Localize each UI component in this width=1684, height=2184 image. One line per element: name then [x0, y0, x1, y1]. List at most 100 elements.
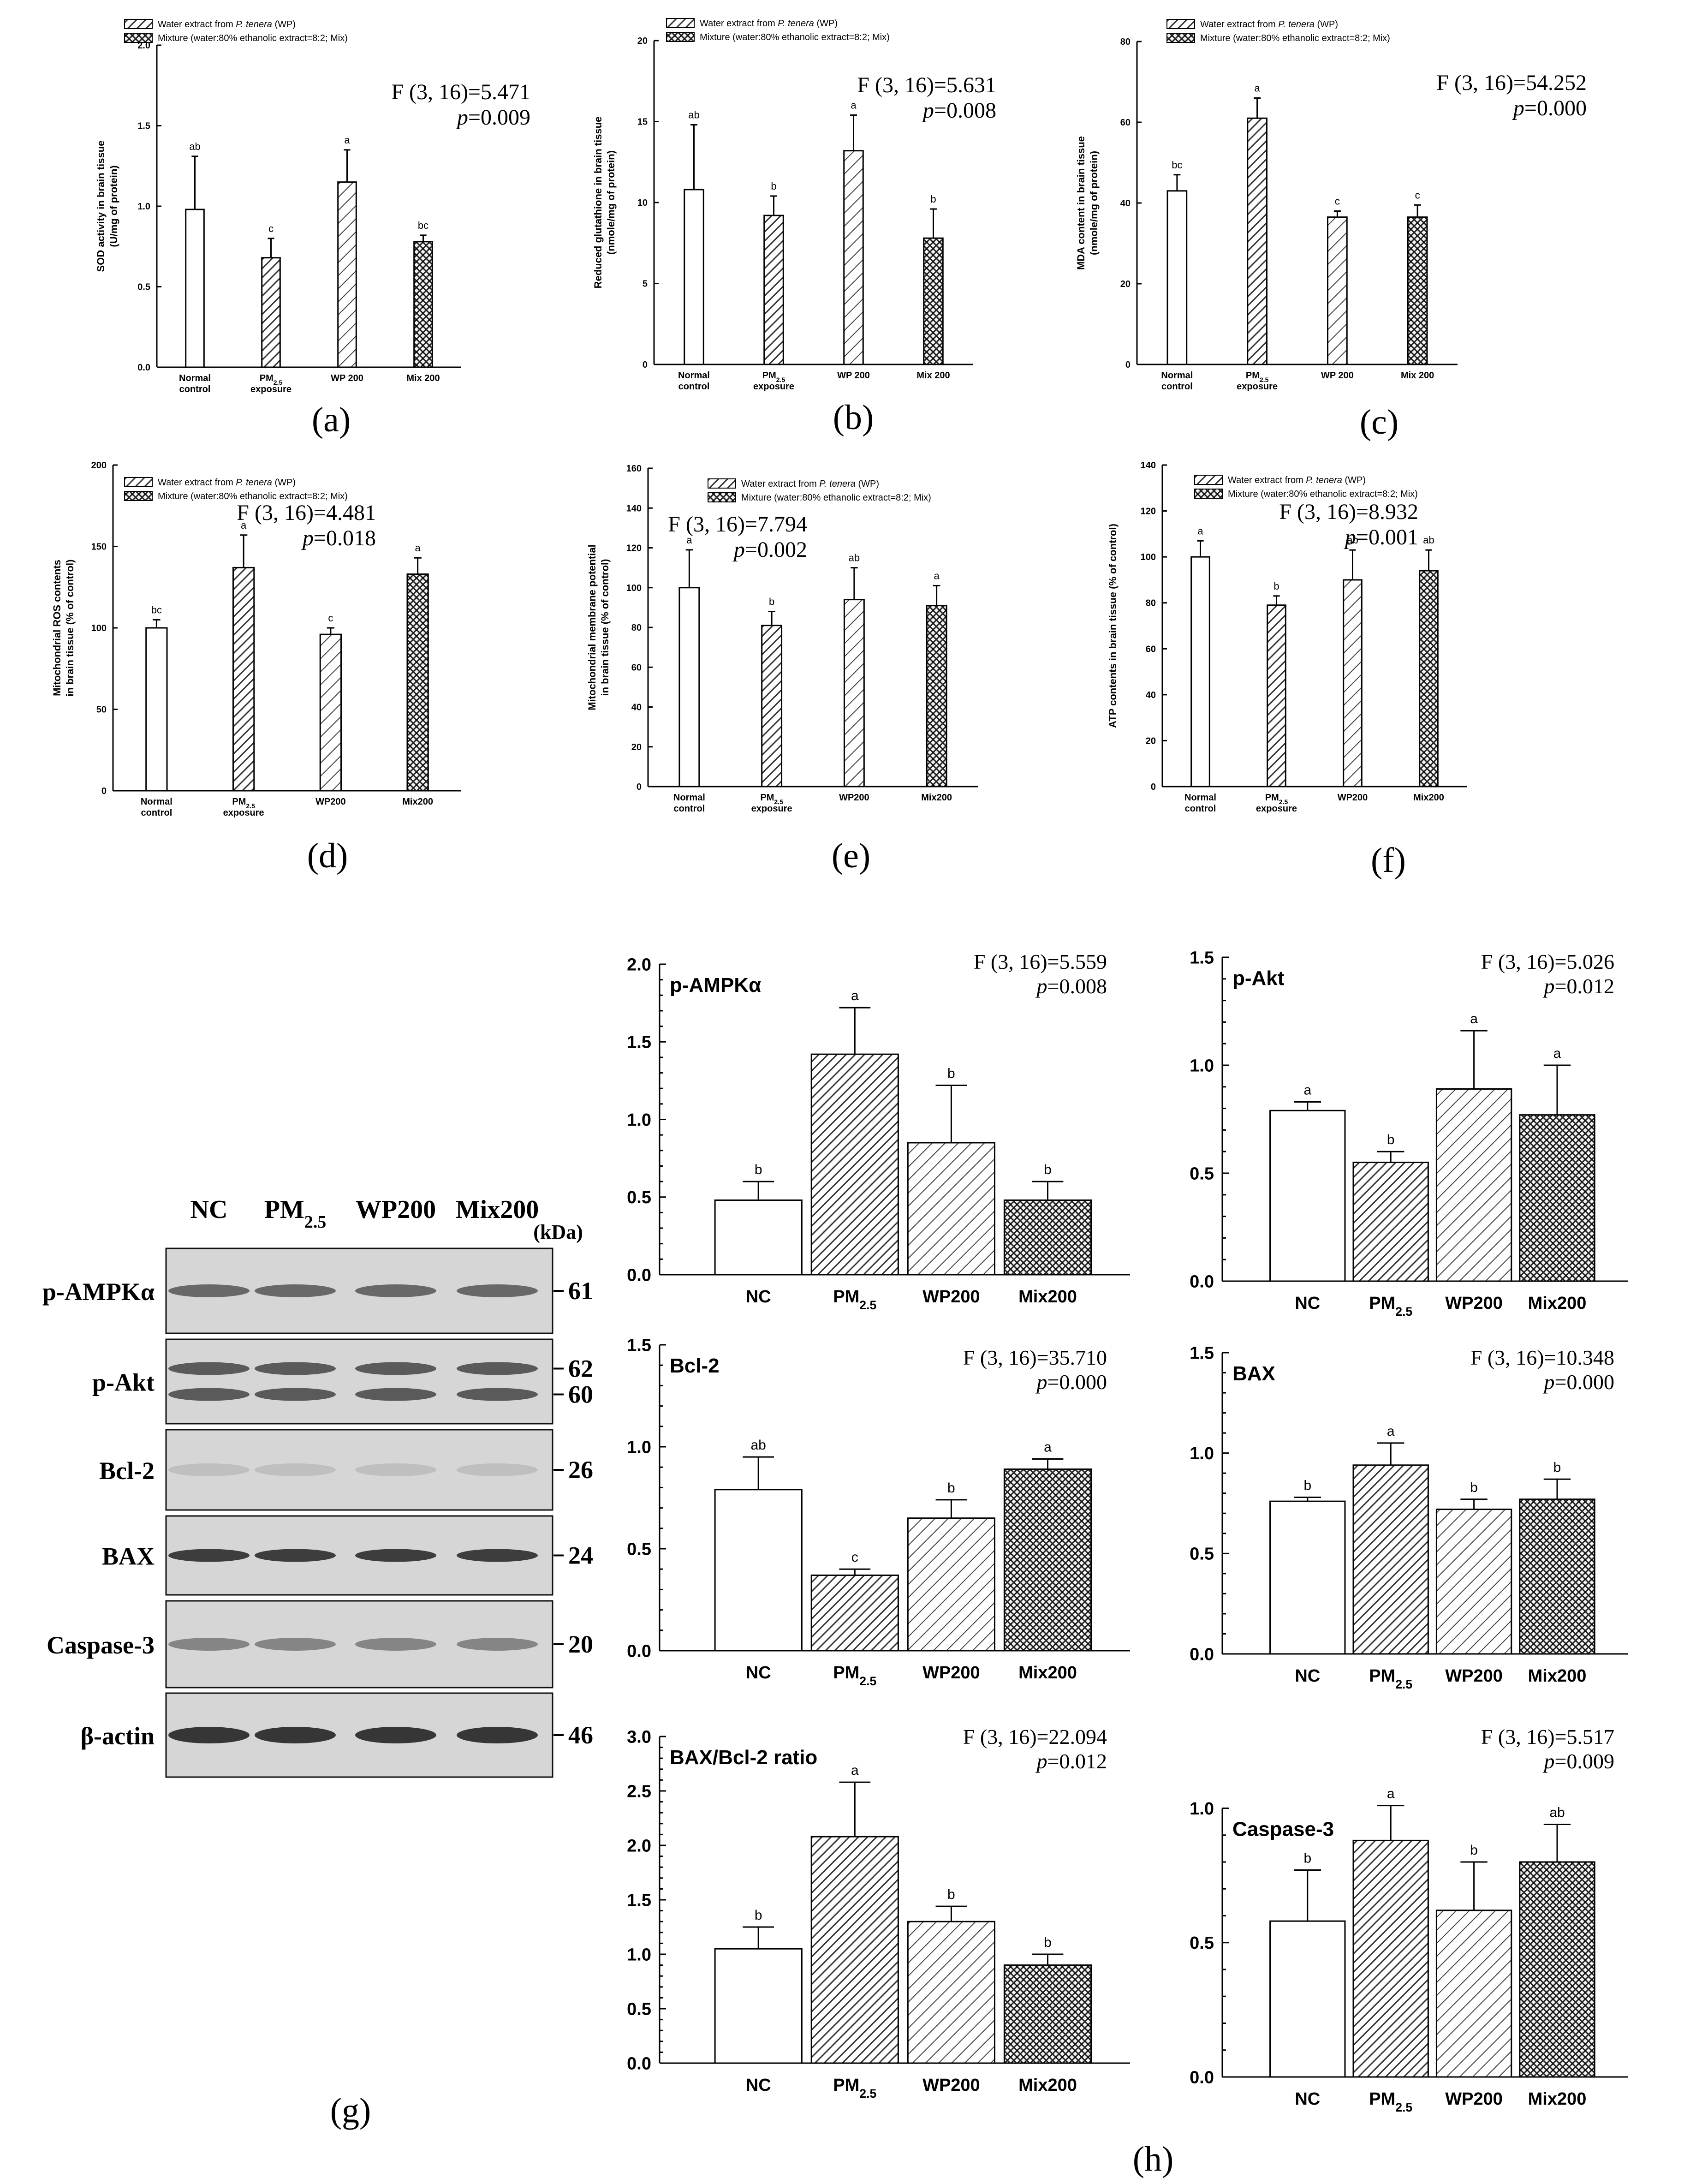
category-label: NC	[1295, 1294, 1320, 1313]
p-value: p=0.009	[456, 105, 530, 130]
f-statistic: F (3, 16)=5.559	[974, 950, 1107, 973]
significance-letter: b	[1273, 580, 1279, 592]
bar	[1003, 1964, 1092, 2064]
significance-letter: c	[1415, 189, 1420, 201]
category-label: control	[678, 382, 710, 392]
chart-title: Bcl-2	[670, 1355, 720, 1377]
y-axis-label: Mitochondrial membrane potential	[586, 544, 598, 710]
category-label: PM2.5	[833, 2076, 876, 2100]
f-statistic: F (3, 16)=22.094	[963, 1725, 1107, 1748]
legend-label-mix: Mixture (water:80% ethanolic extract=8:2…	[158, 33, 348, 43]
f-statistic: F (3, 16)=10.348	[1470, 1346, 1614, 1369]
y-tick-label: 80	[631, 623, 642, 633]
y-axis-label: Mitochondrial ROS contents	[51, 560, 63, 696]
significance-letter: ab	[1549, 1805, 1565, 1820]
bar	[232, 567, 255, 792]
bar	[684, 189, 704, 365]
bar	[1190, 556, 1210, 788]
category-label: WP200	[922, 1287, 980, 1307]
significance-letter: ab	[189, 141, 200, 152]
bar	[714, 1948, 803, 2064]
category-label: Normal	[678, 370, 710, 381]
kda-marker: 61	[568, 1277, 593, 1305]
y-tick-label: 150	[91, 542, 107, 552]
chart-h1: 0.0 0.5 1.0 1.5 2.0 b NC a PM2.5 b WP200 b Mix200 p-A…	[627, 950, 1130, 1312]
blot-band	[255, 1362, 336, 1375]
legend: Water extract from P. tenera (WP) Mixture…	[708, 478, 931, 503]
bar	[907, 1142, 995, 1276]
chart-h3: 0.0 0.5 1.0 1.5 ab NC c PM2.5 b WP200 a Mix200 Bcl-2…	[627, 1336, 1130, 1688]
blot-band	[355, 1727, 436, 1743]
panel-label: (a)	[312, 400, 351, 439]
bar	[1435, 1910, 1512, 2078]
y-tick-label: 1.5	[1190, 1343, 1214, 1363]
y-tick-label: 1.0	[1190, 1444, 1214, 1463]
significance-letter: a	[686, 534, 692, 546]
y-tick-label: 1.0	[137, 202, 150, 212]
category-label: control	[1161, 382, 1193, 392]
blot-band	[168, 1638, 250, 1651]
y-tick-label: 40	[1120, 198, 1131, 209]
panel-label-h: (h)	[1133, 2140, 1174, 2178]
significance-letter: b	[1303, 1850, 1311, 1866]
bar	[1003, 1468, 1092, 1652]
y-tick-label: 15	[637, 117, 648, 127]
bar	[810, 1053, 899, 1276]
bar	[923, 237, 944, 365]
y-tick-label: 0	[1125, 360, 1131, 370]
y-tick-label: 1.5	[1190, 948, 1214, 967]
legend-swatch-mix	[124, 491, 153, 501]
y-tick-label: 1.5	[137, 121, 150, 131]
legend-swatch-wp	[124, 19, 153, 29]
p-value: p=0.008	[922, 98, 996, 123]
y-axis-label: (U/mg of protein)	[108, 165, 119, 247]
category-label: control	[673, 804, 705, 814]
y-tick-label: 2.0	[627, 955, 651, 974]
category-label: control	[141, 808, 172, 818]
lane-label: PM2.5	[264, 1195, 327, 1232]
legend-label-wp: Water extract from P. tenera (WP)	[741, 479, 879, 489]
legend-label-wp: Water extract from P. tenera (WP)	[1228, 475, 1366, 485]
significance-letter: b	[1470, 1843, 1478, 1858]
blot-row: Caspase-3 20	[47, 1600, 593, 1689]
blot-band	[355, 1362, 436, 1375]
bar	[810, 1574, 899, 1652]
significance-letter: b	[771, 180, 776, 192]
category-label: PM2.5	[760, 793, 783, 806]
bar	[145, 627, 168, 792]
y-tick-label: 0	[1151, 782, 1156, 792]
y-axis-label: in brain tissue (% of control)	[599, 559, 611, 696]
y-tick-label: 0	[643, 360, 648, 370]
significance-letter: b	[947, 1480, 955, 1496]
bar	[907, 1921, 995, 2064]
significance-letter: a	[851, 988, 859, 1003]
f-statistic: F (3, 16)=5.517	[1481, 1725, 1614, 1748]
significance-letter: a	[1255, 83, 1261, 94]
legend-swatch-wp	[1166, 19, 1195, 29]
y-tick-label: 0.0	[627, 2054, 651, 2073]
legend-swatch-mix	[708, 492, 736, 502]
category-label: PM2.5	[833, 1663, 876, 1688]
legend-label-mix: Mixture (water:80% ethanolic extract=8:2…	[158, 491, 348, 501]
blot-band	[168, 1463, 250, 1476]
y-tick-label: 1.0	[627, 1110, 651, 1130]
p-value: p=0.000	[1035, 1370, 1107, 1394]
bar	[1435, 1509, 1512, 1655]
chart-title: p-Akt	[1232, 967, 1285, 990]
blot-band	[355, 1284, 436, 1297]
bar	[1166, 190, 1188, 365]
kda-marker: 20	[568, 1630, 593, 1658]
p-value: p=0.002	[732, 537, 807, 562]
category-label: NC	[1295, 1666, 1320, 1686]
y-tick-label: 20	[1146, 736, 1156, 746]
significance-letter: b	[769, 596, 774, 608]
y-tick-label: 140	[1141, 460, 1156, 471]
y-tick-label: 1.0	[1190, 1799, 1214, 1819]
significance-letter: a	[1387, 1424, 1395, 1439]
y-tick-label: 0.5	[627, 1999, 651, 2019]
blot-band	[457, 1549, 538, 1562]
blot-protein-label: p-Akt	[92, 1369, 155, 1396]
legend-label-mix: Mixture (water:80% ethanolic extract=8:2…	[741, 493, 931, 503]
category-label: Mix200	[1018, 1287, 1077, 1307]
